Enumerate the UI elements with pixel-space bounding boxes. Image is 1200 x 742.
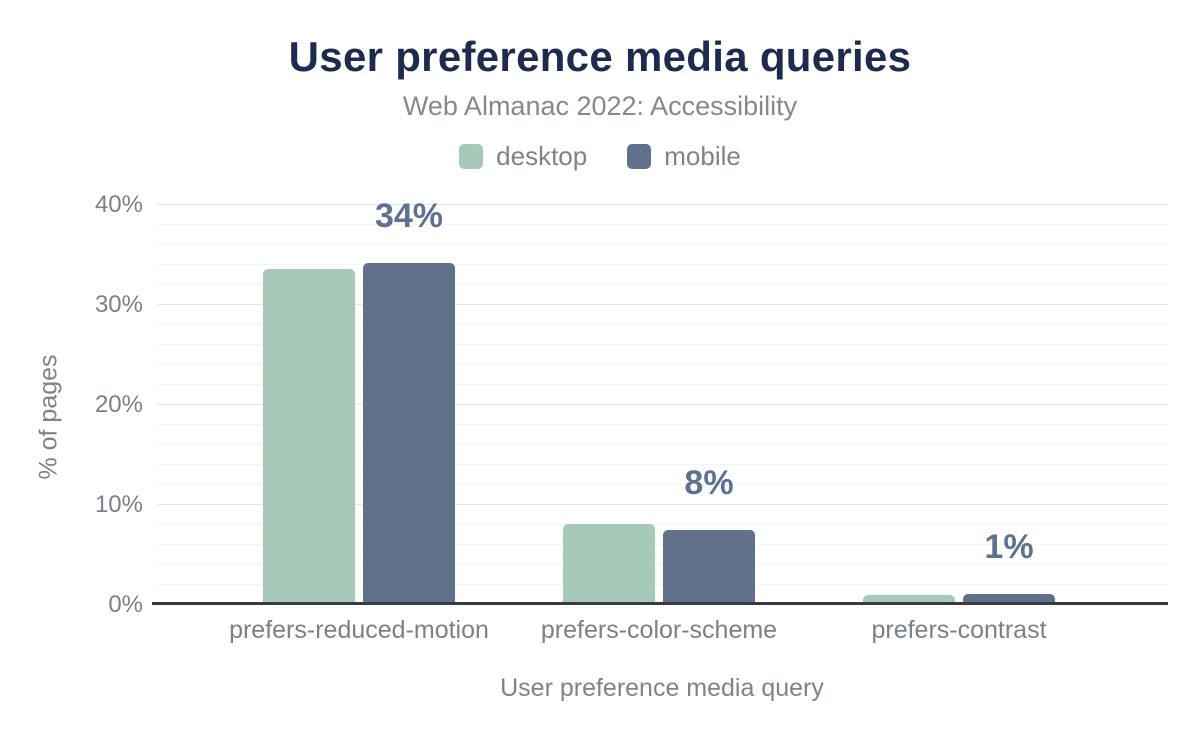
gridline-minor [157,564,1168,565]
gridline-minor [157,544,1168,545]
y-tick-label: 30% [94,291,143,318]
x-axis-line [152,602,1168,605]
gridline-minor [157,264,1168,265]
bar-mobile-prefers-reduced-motion [363,263,455,605]
x-tick-label-prefers-color-scheme: prefers-color-scheme [540,616,778,644]
data-label-prefers-reduced-motion: 34% [374,197,444,235]
gridline-minor [157,324,1168,325]
gridline-minor [157,364,1168,365]
legend-swatch-desktop [459,144,484,169]
gridline-major [157,304,1168,305]
data-label-prefers-color-scheme: 8% [684,464,734,502]
gridline-minor [157,224,1168,225]
gridline-major [157,504,1168,505]
bar-mobile-prefers-contrast [963,594,1055,605]
legend-label-mobile: mobile [664,141,741,171]
legend-item-mobile: mobile [627,141,741,172]
y-tick-label: 20% [94,391,143,418]
gridline-minor [157,424,1168,425]
bar-desktop-prefers-color-scheme [563,524,655,605]
y-tick-label: 40% [94,191,143,218]
bar-desktop-prefers-contrast [863,595,955,605]
gridline-minor [157,464,1168,465]
gridline-major [157,204,1168,205]
bar-desktop-prefers-reduced-motion [263,269,355,605]
gridline-minor [157,584,1168,585]
gridline-minor [157,384,1168,385]
gridline-minor [157,484,1168,485]
legend-item-desktop: desktop [459,141,587,172]
bar-mobile-prefers-color-scheme [663,530,755,605]
x-tick-label-prefers-contrast: prefers-contrast [871,616,1047,644]
gridline-minor [157,344,1168,345]
x-axis-title: User preference media query [500,674,824,702]
plot-area: 34% 8% 1% [157,199,1168,605]
gridline-minor [157,524,1168,525]
legend-label-desktop: desktop [496,141,588,171]
chart-subtitle: Web Almanac 2022: Accessibility [402,91,798,121]
gridline-minor [157,444,1168,445]
gridline-minor [157,244,1168,245]
data-label-prefers-contrast: 1% [984,528,1034,566]
gridline-minor [157,284,1168,285]
legend: desktop mobile [0,141,1200,172]
y-tick-label: 0% [108,591,143,618]
chart-title: User preference media queries [288,33,912,80]
y-tick-label: 10% [94,491,143,518]
legend-swatch-mobile [627,144,652,169]
gridline-major [157,404,1168,405]
x-tick-label-prefers-reduced-motion: prefers-reduced-motion [229,616,489,644]
